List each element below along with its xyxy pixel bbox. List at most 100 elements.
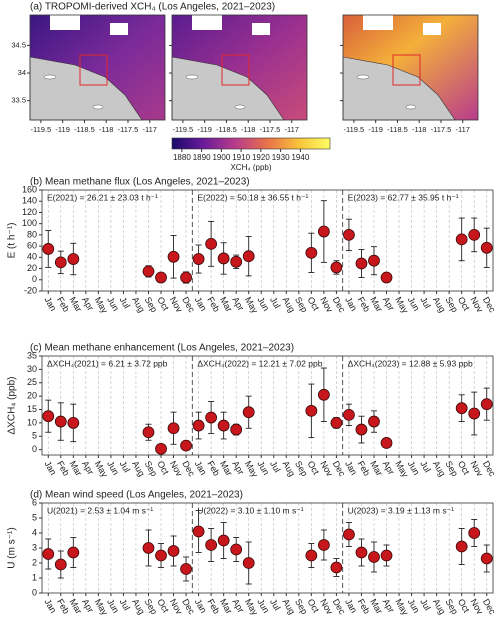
x-tick-label: -118 xyxy=(412,125,426,134)
x-tick-label: Oct xyxy=(155,597,171,615)
y-tick-label: 15 xyxy=(27,404,37,414)
marker xyxy=(230,423,243,436)
y-tick-label: 60 xyxy=(27,240,37,250)
marker xyxy=(142,265,155,278)
marker xyxy=(368,254,380,267)
x-tick-label: Apr xyxy=(381,459,397,476)
colorbar-label: XCH₄ (ppb) xyxy=(230,163,271,172)
y-tick-label: 5 xyxy=(32,512,37,522)
x-tick-label: Apr xyxy=(381,597,397,614)
x-tick-label: Mar xyxy=(218,459,234,477)
x-tick-label: Oct xyxy=(456,597,472,615)
marker xyxy=(192,419,205,432)
marker xyxy=(480,241,493,254)
map-frame xyxy=(171,14,308,121)
no-data xyxy=(423,23,441,35)
y-tick-label: -20 xyxy=(24,285,37,295)
island xyxy=(92,104,104,110)
y-tick-label: 80 xyxy=(27,229,37,239)
y-tick-label: 35 xyxy=(27,350,37,360)
annotation: E(2023) = 62.77 ± 35.95 t h⁻¹ xyxy=(348,192,459,202)
y-tick-label: 10 xyxy=(27,417,37,427)
annotation: ΔXCH₄(2021) = 6.21 ± 3.72 ppb xyxy=(47,358,168,368)
x-tick-label: Jan xyxy=(343,459,359,477)
x-tick-label: Jul xyxy=(268,597,282,612)
x-tick-label: Feb xyxy=(55,295,71,313)
marker xyxy=(368,415,380,428)
marker xyxy=(192,525,205,538)
plot-frame xyxy=(41,502,494,594)
annotation: U(2022) = 3.10 ± 1.10 m s⁻¹ xyxy=(197,505,303,515)
y-tick-label: 20 xyxy=(27,391,37,401)
x-tick-label: Apr xyxy=(80,597,96,614)
y-tick-label: 3 xyxy=(32,542,37,552)
x-tick-label: -117 xyxy=(285,125,299,134)
annotation: E(2022) = 50.18 ± 36.55 t h⁻¹ xyxy=(197,192,308,202)
colorbar-tick-label: 1940 xyxy=(291,153,309,162)
x-tick-label: Oct xyxy=(306,597,322,615)
marker xyxy=(480,552,493,565)
x-tick-label: Feb xyxy=(55,597,71,615)
no-data xyxy=(192,15,222,30)
panel-title: (a) TROPOMI-derived XCH₄ (Los Angeles, 2… xyxy=(30,2,275,13)
x-tick-label: Mar xyxy=(68,597,84,615)
x-tick-label: Jul xyxy=(418,597,432,612)
x-tick-label: Mar xyxy=(368,295,384,313)
y-tick-label: 40 xyxy=(27,252,37,262)
no-data xyxy=(363,15,393,30)
x-tick-label: Feb xyxy=(55,459,71,477)
panel-title: (c) Mean methane enhancement (Los Angele… xyxy=(30,343,294,354)
x-tick-label: Apr xyxy=(80,295,96,312)
y-tick-label: 0 xyxy=(32,587,37,597)
x-tick-label: -118.5 xyxy=(387,125,408,134)
colorbar xyxy=(171,137,331,150)
marker xyxy=(42,548,55,560)
marker xyxy=(180,439,192,452)
x-tick-label: -118 xyxy=(241,125,255,134)
x-tick-label: Mar xyxy=(68,295,84,313)
marker xyxy=(317,388,330,401)
x-tick-label: -118.5 xyxy=(216,125,237,134)
marker xyxy=(155,271,167,284)
no-data xyxy=(252,23,270,35)
y-tick-label: 5 xyxy=(32,431,37,441)
marker xyxy=(305,246,318,259)
marker xyxy=(455,233,468,246)
y-axis-label: E (t h⁻¹) xyxy=(7,223,18,259)
panel-title: (d) Mean wind speed (Los Angeles, 2021–2… xyxy=(30,490,243,501)
marker xyxy=(54,558,67,571)
island xyxy=(43,74,57,80)
y-axis-label: ΔXCH₄ (ppb) xyxy=(7,377,18,435)
map-frame xyxy=(342,14,479,121)
marker xyxy=(305,404,318,417)
marker xyxy=(480,398,493,411)
marker xyxy=(468,407,481,420)
annotation: ΔXCH₄(2023) = 12.88 ± 5.93 ppb xyxy=(348,358,473,368)
marker xyxy=(242,250,255,263)
marker xyxy=(142,426,155,439)
annotation: U(2023) = 3.19 ± 1.13 m s⁻¹ xyxy=(348,505,454,515)
marker xyxy=(67,546,80,559)
y-tick-label: 4 xyxy=(32,527,37,537)
colorbar-tick-label: 1890 xyxy=(193,153,211,162)
x-tick-label: Jul xyxy=(118,597,132,612)
y-tick-label: 0 xyxy=(32,444,37,454)
x-tick-label: Jan xyxy=(42,597,58,615)
x-tick-label: Feb xyxy=(205,295,221,313)
y-tick-label: 34.5 xyxy=(11,40,26,49)
island xyxy=(185,74,199,80)
y-tick-label: 0 xyxy=(32,274,37,284)
marker xyxy=(155,549,167,562)
city-box xyxy=(221,54,250,86)
marker xyxy=(380,271,393,284)
marker xyxy=(230,543,243,556)
marker xyxy=(54,415,67,428)
x-tick-label: Oct xyxy=(456,295,472,313)
x-tick-label: -118 xyxy=(99,125,113,134)
y-tick-label: 1 xyxy=(32,572,37,582)
marker xyxy=(42,243,55,255)
x-tick-label: -119.5 xyxy=(344,125,365,134)
marker xyxy=(343,528,355,541)
x-tick-label: Mar xyxy=(68,459,84,477)
x-tick-label: Apr xyxy=(230,295,246,312)
